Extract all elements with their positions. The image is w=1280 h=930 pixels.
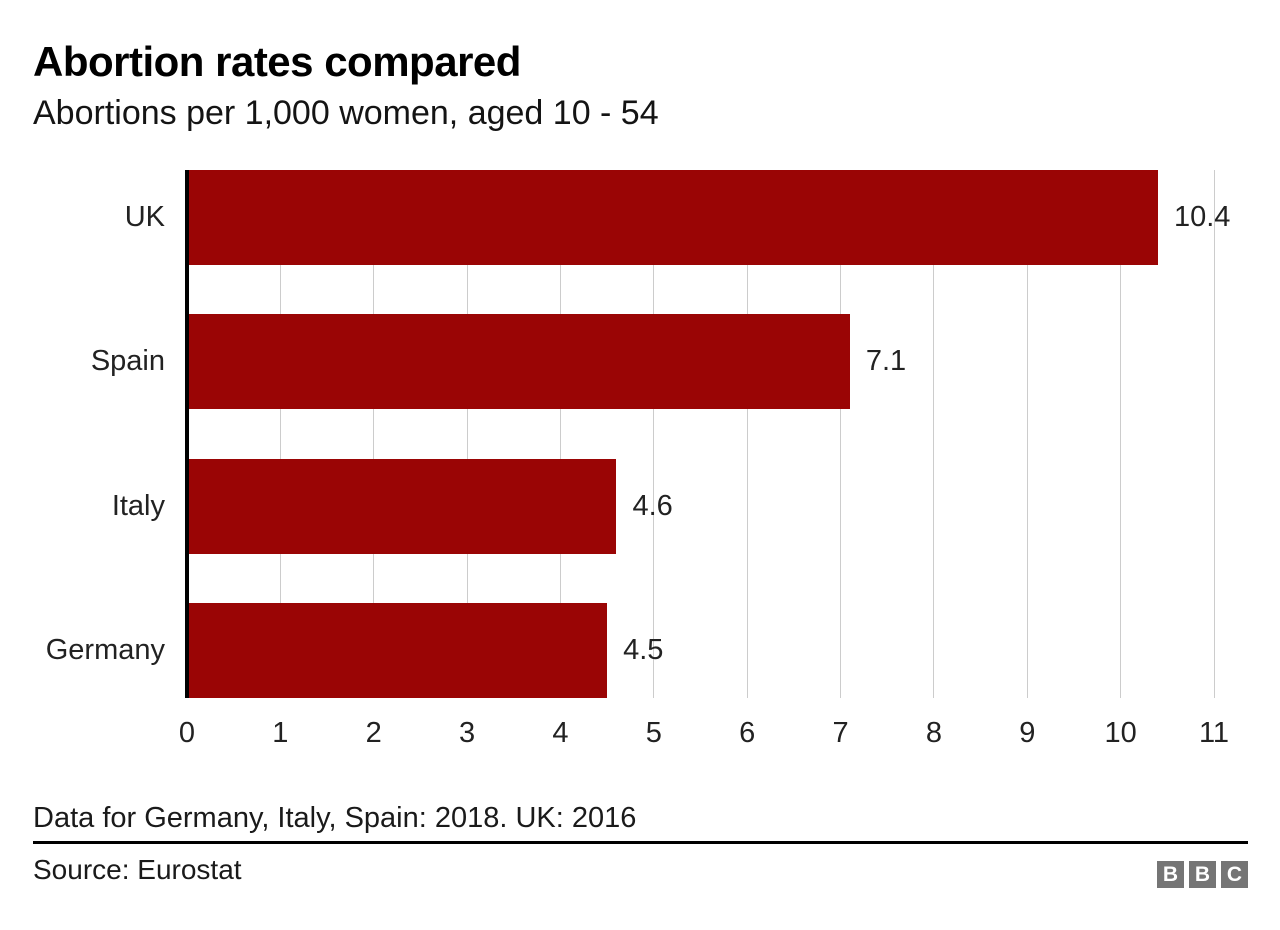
x-tick-label-0: 0 <box>178 717 196 749</box>
bbc-logo: B B C <box>1157 861 1248 888</box>
gridline-x-4 <box>559 170 561 698</box>
bbc-logo-letter-1: B <box>1157 861 1184 888</box>
x-tick-label-3: 3 <box>459 717 476 749</box>
value-label-uk: 10.4 <box>1173 201 1231 233</box>
bar-germany <box>187 603 608 698</box>
x-tick-label-7: 7 <box>832 717 849 749</box>
page-title: Abortion rates compared <box>33 38 521 85</box>
gridline-x-3 <box>466 170 468 698</box>
value-label-germany: 4.5 <box>623 634 664 666</box>
x-tick-label-11: 11 <box>1198 717 1230 749</box>
value-label-spain: 7.1 <box>865 345 907 377</box>
y-axis-line <box>185 170 189 698</box>
value-label-italy: 4.6 <box>632 490 673 522</box>
gridline-x-8 <box>933 170 935 698</box>
x-tick-label-8: 8 <box>925 717 942 749</box>
gridline-x-6 <box>746 170 748 698</box>
bar-spain <box>187 314 850 409</box>
bar-italy <box>187 459 617 554</box>
bbc-logo-letter-3: C <box>1221 861 1248 888</box>
x-tick-label-9: 9 <box>1019 717 1036 749</box>
gridline-x-11 <box>1213 170 1215 698</box>
x-tick-label-5: 5 <box>645 717 662 749</box>
category-label-spain: Spain <box>90 345 165 377</box>
bar-chart-plot-area: UK 10.4 Spain 7.1 Italy 4.6 Germany 4.5 0 1 2 3 4 5 6 7… <box>46 170 1230 749</box>
category-label-uk: UK <box>124 201 165 233</box>
x-tick-label-1: 1 <box>272 717 289 749</box>
gridline-x-9 <box>1026 170 1028 698</box>
category-label-italy: Italy <box>111 490 165 522</box>
bar-uk <box>187 170 1158 265</box>
footer-divider <box>33 841 1248 844</box>
chart-footnote: Data for Germany, Italy, Spain: 2018. UK… <box>33 802 637 834</box>
category-label-germany: Germany <box>45 634 165 666</box>
x-tick-label-10: 10 <box>1104 717 1137 749</box>
gridline-x-2 <box>373 170 375 698</box>
x-tick-label-6: 6 <box>739 717 756 749</box>
gridline-x-1 <box>279 170 281 698</box>
bbc-logo-letter-2: B <box>1189 861 1216 888</box>
gridline-x-10 <box>1120 170 1122 698</box>
x-tick-label-4: 4 <box>552 717 569 749</box>
x-tick-label-2: 2 <box>365 717 382 749</box>
source-label: Source: Eurostat <box>33 854 242 885</box>
gridline-x-5 <box>653 170 655 698</box>
gridline-x-7 <box>840 170 842 698</box>
page-subtitle: Abortions per 1,000 women, aged 10 - 54 <box>33 94 659 132</box>
